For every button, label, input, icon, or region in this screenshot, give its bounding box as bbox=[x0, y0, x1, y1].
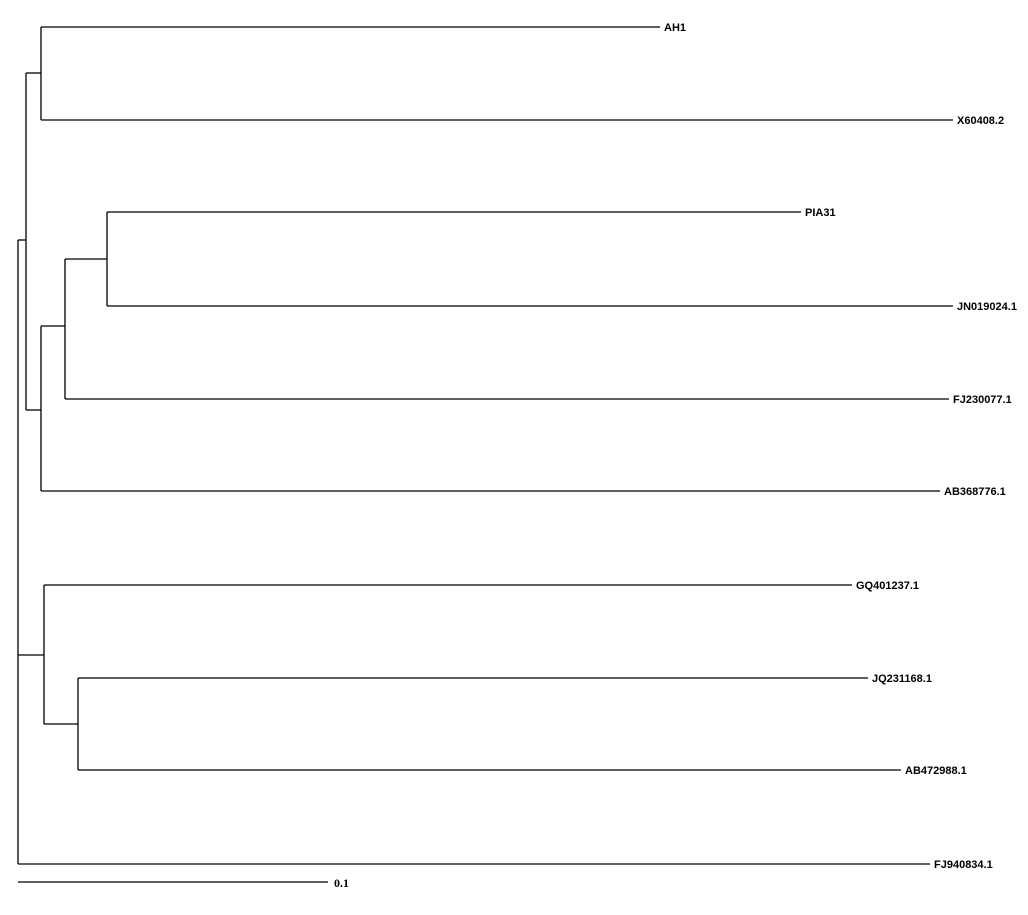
leaf-label-ah1: AH1 bbox=[664, 22, 686, 34]
leaf-label-jq231168: JQ231168.1 bbox=[872, 673, 932, 685]
leaf-label-pia31: PIA31 bbox=[805, 207, 836, 219]
leaf-label-fj230077: FJ230077.1 bbox=[953, 394, 1012, 406]
scale-bar-label: 0.1 bbox=[334, 876, 349, 890]
leaf-label-fj940834: FJ940834.1 bbox=[934, 859, 993, 871]
leaf-label-gq401237: GQ401237.1 bbox=[856, 580, 919, 592]
leaf-label-ab368776: AB368776.1 bbox=[944, 486, 1006, 498]
leaf-label-jn019024: JN019024.1 bbox=[957, 301, 1017, 313]
leaf-label-x60408: X60408.2 bbox=[957, 115, 1004, 127]
leaf-label-ab472988: AB472988.1 bbox=[905, 765, 967, 777]
